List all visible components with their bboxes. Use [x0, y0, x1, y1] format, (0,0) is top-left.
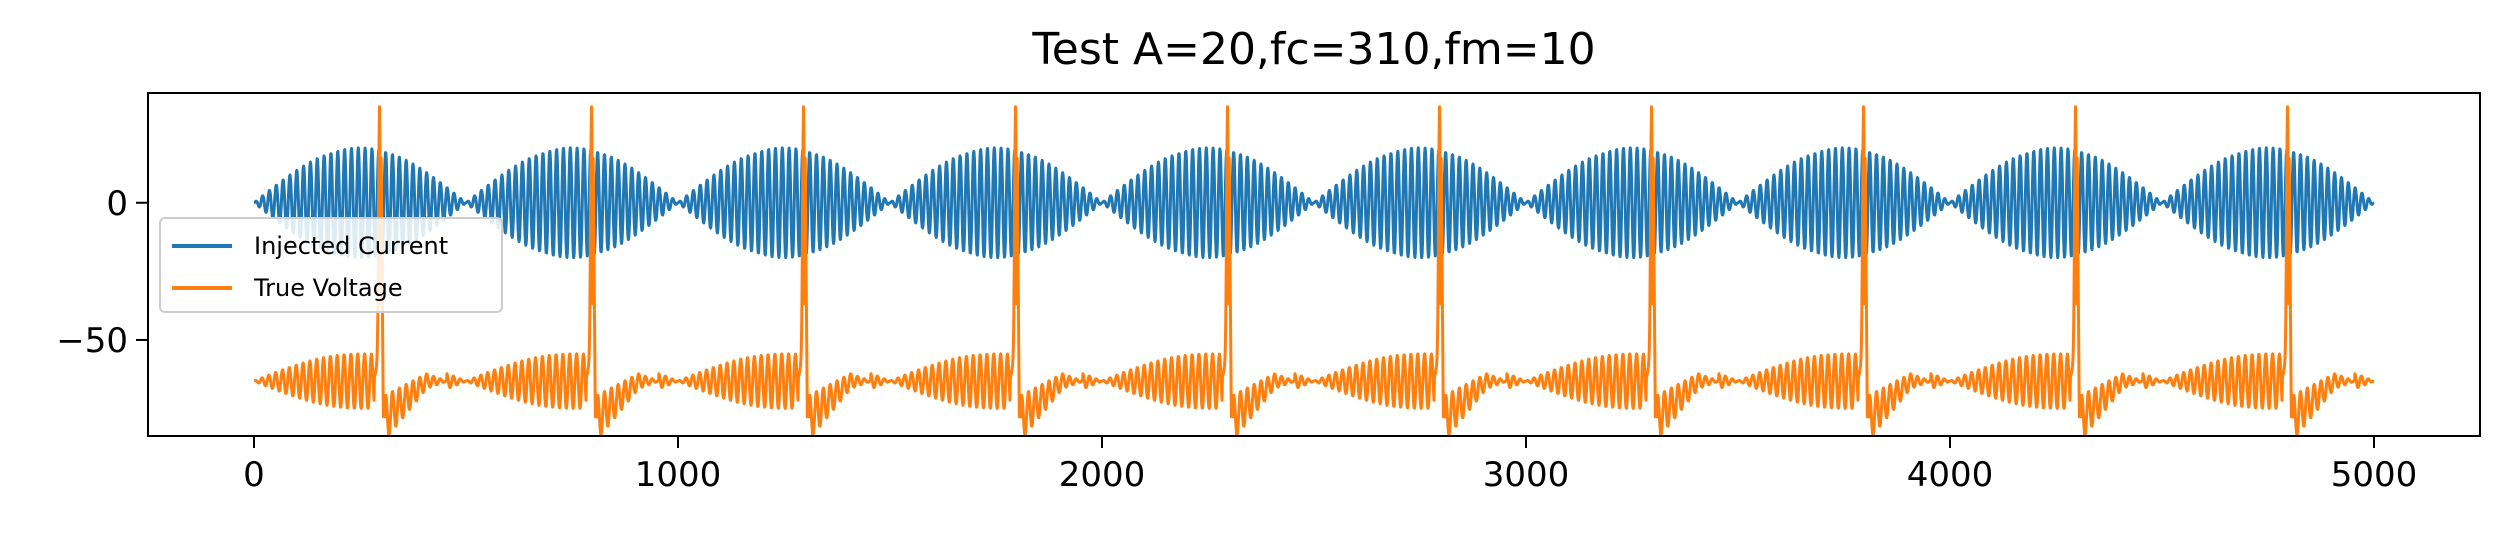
x-tick-label: 2000 [1059, 455, 1146, 495]
y-axis: 0 −50 [56, 184, 148, 361]
series-injected-current [252, 146, 2376, 260]
y-tick-label: 0 [106, 184, 128, 224]
legend-box [159, 217, 503, 313]
chart-title: Test A=20,fc=310,fm=10 [1031, 24, 1595, 75]
x-tick-label: 5000 [2331, 455, 2418, 495]
x-tick-label: 3000 [1483, 455, 1570, 495]
legend: Injected Current True Voltage [159, 217, 503, 313]
x-tick-label: 1000 [635, 455, 722, 495]
legend-label: True Voltage [253, 274, 403, 302]
y-tick-label: −50 [56, 321, 128, 361]
x-axis: 0 1000 2000 3000 4000 5000 [243, 436, 2417, 495]
plot-area [252, 105, 2376, 436]
axes-frame [147, 92, 2481, 437]
x-tick-label: 4000 [1907, 455, 1994, 495]
series-true-voltage [252, 105, 2376, 436]
legend-label: Injected Current [254, 232, 448, 260]
x-tick-label: 0 [243, 455, 265, 495]
